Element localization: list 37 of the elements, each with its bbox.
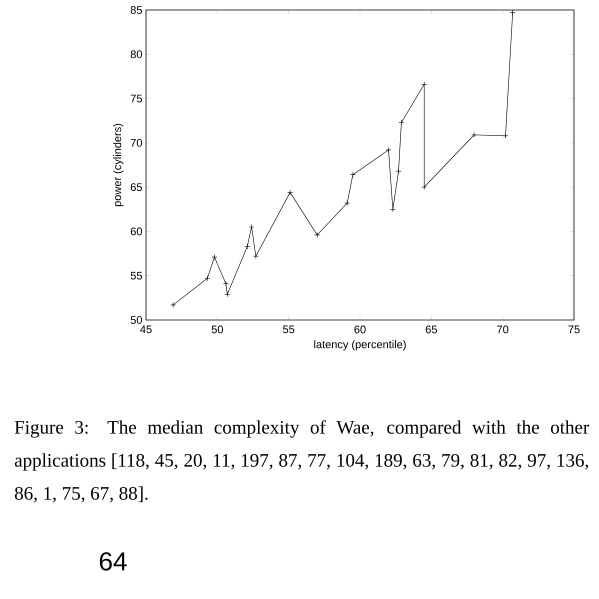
x-tick-label: 50 xyxy=(212,326,224,334)
point xyxy=(248,224,254,230)
x-tick-label: 55 xyxy=(282,326,294,334)
x-tick-label: 45 xyxy=(140,326,152,334)
point xyxy=(223,280,229,286)
y-axis-title: power (cylinders) xyxy=(113,124,124,206)
point xyxy=(212,254,218,260)
x-tick-label: 65 xyxy=(426,326,437,334)
y-tick-label: 55 xyxy=(130,272,142,280)
y-tick-label: 75 xyxy=(130,94,142,102)
y-tick-label: 85 xyxy=(130,6,142,14)
y-tick-label: 60 xyxy=(130,228,142,236)
y-tick-label: 80 xyxy=(130,50,142,58)
x-axis-title: latency (percentile) xyxy=(314,340,406,350)
point xyxy=(224,292,230,298)
point xyxy=(471,132,477,138)
point xyxy=(421,184,428,190)
point xyxy=(344,200,350,206)
point xyxy=(204,276,210,282)
point xyxy=(396,168,402,174)
text: 64 xyxy=(100,552,127,571)
point xyxy=(502,132,508,139)
point xyxy=(287,190,293,196)
y-tick-label: 50 xyxy=(130,316,142,324)
x-tick-label: 70 xyxy=(497,326,508,334)
point xyxy=(398,120,404,126)
point xyxy=(386,147,392,153)
y-tick-label: 70 xyxy=(130,138,142,147)
x-tick-label: 60 xyxy=(354,326,366,334)
x-tick-label: 75 xyxy=(568,326,580,334)
y-tick-label: 65 xyxy=(130,183,142,192)
point xyxy=(350,172,356,178)
caption: Figure 3: The median complexity of Wae, compared with the other applications [118, 45, 20, 11, 197, 87, 77, 104, 189, 63, 79, 81, 82, 97, 136, 86, 1, 75, 67, 88]. xyxy=(14,420,590,502)
point xyxy=(253,253,259,260)
point xyxy=(244,244,250,250)
point xyxy=(421,82,428,88)
point xyxy=(314,232,320,238)
